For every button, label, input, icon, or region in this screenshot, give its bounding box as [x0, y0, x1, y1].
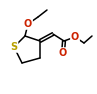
Text: O: O — [24, 19, 32, 29]
Text: S: S — [10, 42, 18, 52]
Text: O: O — [59, 48, 67, 58]
Text: O: O — [71, 32, 79, 42]
